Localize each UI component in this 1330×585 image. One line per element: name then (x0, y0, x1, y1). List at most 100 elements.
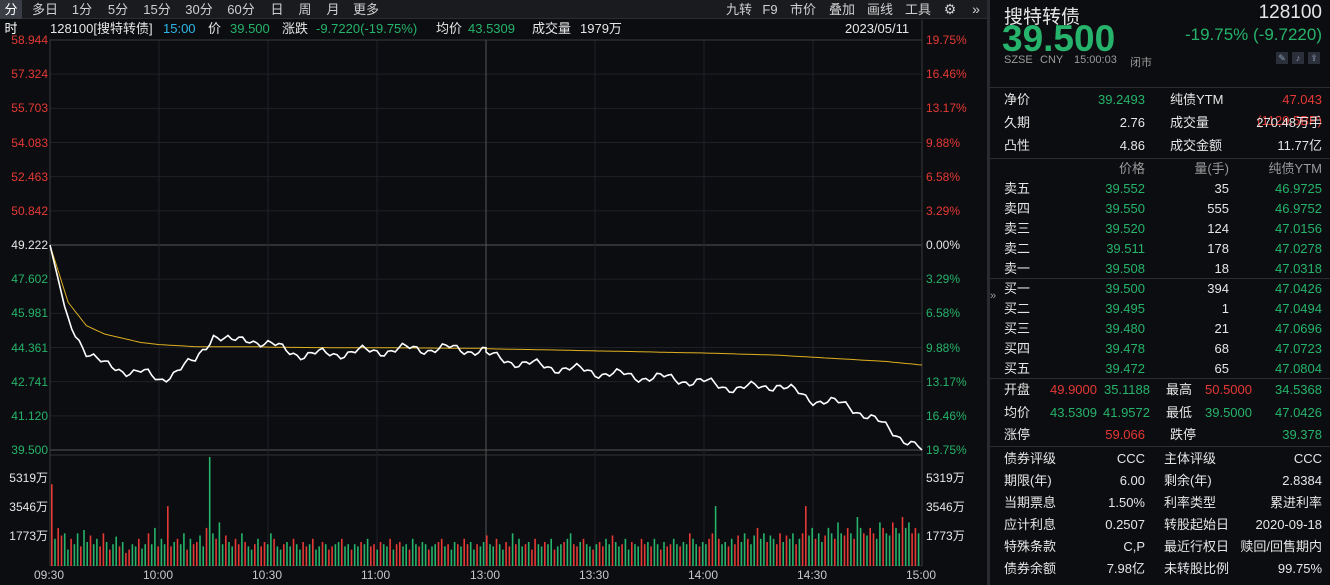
price-tick-label: 47.602 (11, 272, 48, 287)
bond-label: 未转股比例 (1164, 561, 1230, 576)
volume-bar (479, 546, 482, 566)
volume-bar (163, 544, 166, 566)
f9-button[interactable]: F9 (762, 2, 778, 17)
orderbook-ytm: 47.0804 (1275, 361, 1322, 376)
quote-time: 15:00:03 (1074, 54, 1117, 66)
nine-turn-button[interactable]: 九转 (725, 2, 752, 17)
volume-bar (598, 542, 601, 566)
limit-label: 涨停 (1004, 427, 1031, 442)
volume-bar (634, 544, 636, 566)
draw-line-button[interactable]: 画线 (866, 2, 893, 17)
summary-ytm: 34.5368 (1275, 382, 1322, 397)
orderbook-qty: 68 (1214, 341, 1229, 356)
volume-bar (273, 538, 275, 566)
tab-30min[interactable]: 30分 (185, 2, 213, 17)
volume-bar (305, 546, 308, 566)
volume-bar (492, 546, 494, 566)
volume-bar (776, 544, 778, 566)
volume-bar (241, 533, 243, 566)
volume-bar (772, 538, 775, 566)
volume-bar (502, 549, 504, 566)
volume-bar (292, 538, 295, 566)
volume-bar (434, 544, 436, 566)
security-name: 搜特转债 (1004, 7, 1081, 28)
percent-tick-label: 6.58% (926, 169, 961, 184)
volume-bar (508, 546, 511, 566)
tab-intraday[interactable]: 分时 (0, 0, 22, 36)
tab-60min[interactable]: 60分 (227, 2, 255, 17)
volume-bar (86, 542, 88, 566)
volume-bar (605, 538, 607, 566)
volume-bar (875, 538, 878, 566)
gear-icon[interactable]: ⚙ (943, 1, 957, 17)
volume-bar (631, 542, 633, 566)
volume-bar (779, 533, 781, 566)
volume-bar (489, 544, 491, 566)
volume-bar (112, 544, 114, 566)
percent-tick-label: 13.17% (926, 101, 967, 116)
volume-bar (901, 517, 904, 566)
volume-bar (724, 542, 726, 566)
volume-bar (147, 533, 150, 566)
volume-bar (411, 538, 414, 566)
intraday-chart[interactable] (0, 0, 990, 566)
volume-bar (827, 527, 830, 566)
bond-label: 最近行权日 (1164, 539, 1230, 554)
volume-bar (805, 506, 807, 566)
volume-bar (447, 544, 449, 566)
tab-more[interactable]: 更多 (352, 2, 379, 17)
tab-15min[interactable]: 15分 (143, 2, 171, 17)
volume-bar (769, 535, 772, 566)
bond-value: CCC (1116, 451, 1145, 466)
volume-label: 成交量 (532, 21, 572, 36)
volume-bar (740, 542, 743, 566)
overlay-button[interactable]: 叠加 (828, 2, 855, 17)
price-tick-label: 58.944 (11, 33, 48, 47)
tab-5min[interactable]: 5分 (107, 2, 129, 17)
volume-bar (698, 546, 701, 566)
share-icon[interactable]: ⇪ (1308, 52, 1320, 64)
volume-bar (573, 544, 575, 566)
summary-ytm: 47.0426 (1275, 405, 1322, 420)
volume-bar (808, 535, 810, 566)
volume-bar (344, 546, 346, 566)
volume-bar (685, 544, 688, 566)
tab-multi-day[interactable]: 多日 (31, 2, 58, 17)
volume-bar (189, 538, 192, 566)
volume-bar (730, 538, 733, 566)
time-tick-label: 13:30 (579, 568, 610, 582)
percent-tick-label: 16.46% (926, 408, 967, 423)
volume-bar (250, 549, 253, 566)
tab-week[interactable]: 周 (298, 2, 312, 17)
tab-month[interactable]: 月 (326, 2, 340, 17)
volume-bar (595, 544, 598, 566)
bell-icon[interactable]: ♪ (1292, 52, 1304, 64)
volume-bar (324, 544, 327, 566)
code-name: 128100[搜特转债] (50, 21, 153, 36)
tab-1min[interactable]: 1分 (71, 2, 93, 17)
double-chevron-right-icon[interactable]: » (972, 1, 980, 17)
volume-bar (611, 535, 614, 566)
volume-bar (363, 544, 366, 566)
volume-bar (515, 544, 517, 566)
volume-bar (141, 548, 143, 566)
volume-bar (115, 536, 117, 566)
collapse-icon[interactable]: » (990, 290, 997, 302)
volume-bar (888, 535, 891, 566)
volume-bar (460, 546, 462, 566)
orderbook-level: 买四 (1004, 341, 1031, 356)
tab-day[interactable]: 日 (270, 2, 284, 17)
volume-bar (328, 549, 330, 566)
tools-button[interactable]: 工具 (904, 2, 931, 17)
orderbook-ytm: 47.0723 (1275, 341, 1322, 356)
percent-tick-label: 0.00% (926, 238, 961, 252)
change-value: -9.7220(-19.75%) (316, 21, 418, 36)
panel-divider (987, 0, 990, 585)
volume-bar (672, 538, 675, 566)
volume-bar (814, 538, 817, 566)
volume-bar (695, 544, 697, 566)
market-price-button[interactable]: 市价 (789, 2, 816, 17)
volume-bar (908, 522, 910, 566)
orderbook-qty: 65 (1214, 361, 1229, 376)
edit-icon[interactable]: ✎ (1276, 52, 1288, 64)
